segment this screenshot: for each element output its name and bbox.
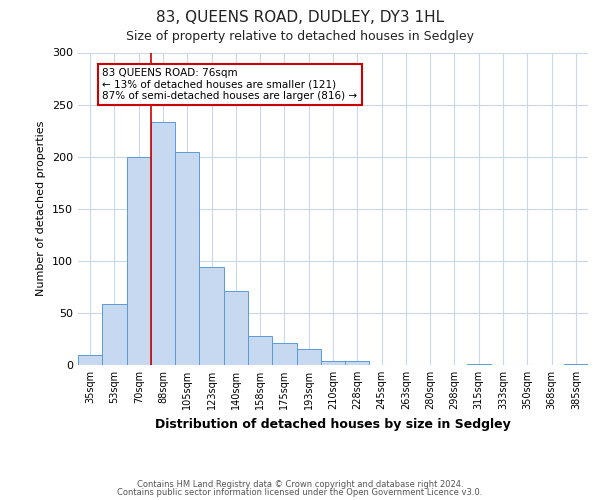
Bar: [199, 267, 224, 365]
Bar: [321, 361, 345, 365]
X-axis label: Distribution of detached houses by size in Sedgley: Distribution of detached houses by size …: [155, 418, 511, 430]
Text: 83 QUEENS ROAD: 76sqm
← 13% of detached houses are smaller (121)
87% of semi-det: 83 QUEENS ROAD: 76sqm ← 13% of detached …: [102, 68, 358, 102]
Bar: [272, 343, 296, 365]
Bar: [467, 364, 491, 365]
Y-axis label: Number of detached properties: Number of detached properties: [37, 121, 46, 296]
Text: Contains HM Land Registry data © Crown copyright and database right 2024.: Contains HM Land Registry data © Crown c…: [137, 480, 463, 489]
Bar: [175, 152, 199, 365]
Bar: [248, 336, 272, 365]
Text: 83, QUEENS ROAD, DUDLEY, DY3 1HL: 83, QUEENS ROAD, DUDLEY, DY3 1HL: [156, 10, 444, 25]
Bar: [296, 350, 321, 365]
Bar: [151, 122, 175, 365]
Bar: [102, 304, 127, 365]
Text: Size of property relative to detached houses in Sedgley: Size of property relative to detached ho…: [126, 30, 474, 43]
Bar: [127, 156, 151, 365]
Bar: [345, 361, 370, 365]
Bar: [564, 364, 588, 365]
Bar: [78, 354, 102, 365]
Text: Contains public sector information licensed under the Open Government Licence v3: Contains public sector information licen…: [118, 488, 482, 497]
Bar: [224, 291, 248, 365]
